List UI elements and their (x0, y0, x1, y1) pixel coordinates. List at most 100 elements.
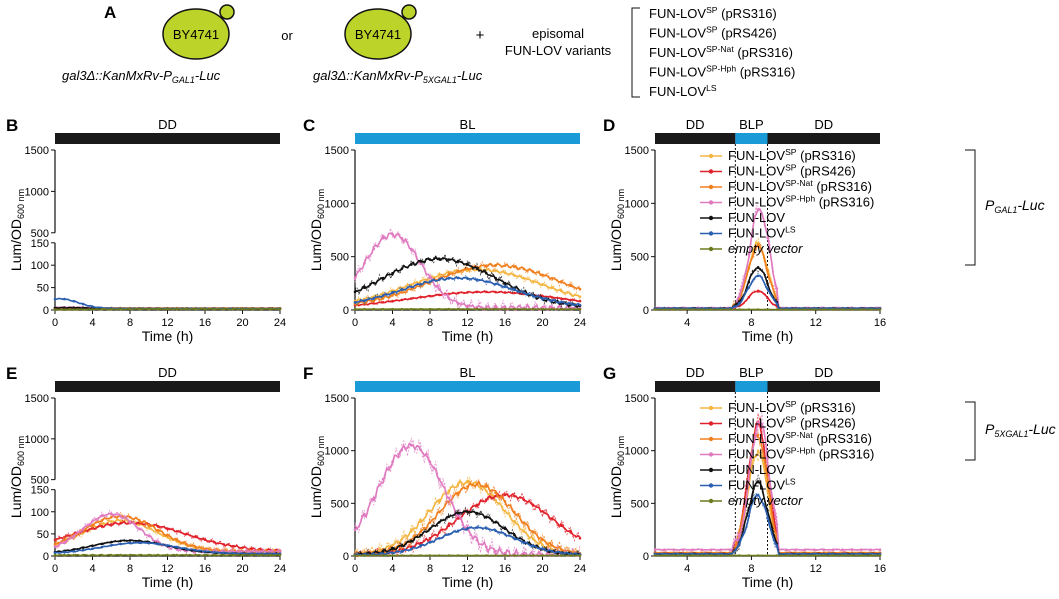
data-point (513, 534, 516, 537)
data-point (73, 308, 76, 311)
data-point (448, 308, 451, 311)
data-point (504, 552, 507, 555)
data-point (879, 308, 882, 311)
y-tick-label: 1000 (625, 446, 649, 458)
x-tick-label: 20 (536, 317, 548, 329)
data-point (532, 308, 535, 311)
panel-a-label: A (104, 3, 116, 22)
data-point (429, 528, 432, 531)
data-point (485, 527, 488, 530)
y-tick-label: 500 (31, 475, 49, 487)
data-point (710, 308, 713, 311)
data-point (391, 552, 394, 555)
data-point (429, 510, 432, 513)
data-point (494, 283, 497, 286)
data-point (373, 554, 376, 557)
y-tick-label: 1500 (625, 393, 649, 405)
x-tick-label: 16 (199, 317, 211, 329)
data-point (391, 294, 394, 297)
data-point (354, 554, 357, 557)
connector-plus: + (476, 27, 485, 44)
legend-marker (709, 483, 713, 487)
variant-item: FUN-LOVSP (pRS426) (649, 25, 777, 41)
data-point (401, 308, 404, 311)
data-point (410, 308, 413, 311)
x-tick-label: 16 (874, 563, 886, 575)
data-point (110, 520, 113, 523)
legend-marker (709, 216, 713, 220)
x-tick-label: 16 (199, 563, 211, 575)
data-point (485, 308, 488, 311)
data-point (54, 539, 57, 542)
bracket (965, 150, 975, 265)
data-point (129, 554, 132, 557)
data-point (476, 512, 479, 515)
legend-g: FUN-LOVSP (pRS316)FUN-LOVSP (pRS426)FUN-… (700, 399, 874, 508)
y-tick-label: 1500 (325, 393, 349, 405)
data-point (457, 514, 460, 517)
data-point (419, 283, 422, 286)
data-point (185, 533, 188, 536)
data-point (54, 298, 57, 301)
data-point (476, 483, 479, 486)
data-point (138, 308, 141, 311)
data-point (757, 275, 760, 278)
data-point (438, 521, 441, 524)
data-point (494, 554, 497, 557)
data-point (485, 485, 488, 488)
data-point (63, 308, 66, 311)
panel-label: E (6, 364, 17, 383)
data-point (673, 548, 676, 551)
variant-list: FUN-LOVSP (pRS316)FUN-LOVSP (pRS426)FUN-… (649, 5, 795, 99)
x-axis-label: Time (h) (742, 328, 794, 344)
data-point (232, 545, 235, 548)
data-point (766, 282, 769, 285)
data-point (466, 263, 469, 266)
data-point (569, 531, 572, 534)
data-point (466, 268, 469, 271)
data-point (185, 543, 188, 546)
data-point (213, 541, 216, 544)
data-point (373, 297, 376, 300)
data-point (869, 308, 872, 311)
data-point (504, 282, 507, 285)
data-point (466, 485, 469, 488)
data-point (269, 554, 272, 557)
y-tick-label: 1000 (325, 198, 349, 210)
data-point (523, 554, 526, 557)
data-point (148, 542, 151, 545)
y-tick-label: 1500 (25, 393, 49, 405)
data-point (101, 543, 104, 546)
condition-bar-segment (655, 133, 735, 144)
y-tick-label: 0 (43, 551, 49, 563)
legend-marker (709, 169, 713, 173)
yeast-bud (220, 5, 234, 19)
data-point (551, 277, 554, 280)
condition-label: DD (814, 365, 833, 380)
data-point (513, 520, 516, 523)
data-point (438, 511, 441, 514)
data-point (523, 308, 526, 311)
data-point (466, 291, 469, 294)
data-point (82, 554, 85, 557)
data-point (476, 504, 479, 507)
data-point (419, 520, 422, 523)
data-point (485, 546, 488, 549)
data-point (401, 554, 404, 557)
data-point (419, 545, 422, 548)
promoter-label-5xgal1: P5XGAL1-Luc (985, 421, 1056, 439)
data-point (748, 286, 751, 289)
data-point (401, 449, 404, 452)
data-point (410, 286, 413, 289)
data-point (410, 554, 413, 557)
data-point (382, 301, 385, 304)
data-point (466, 277, 469, 280)
y-tick-label: 0 (343, 551, 349, 563)
data-point (719, 308, 722, 311)
data-point (476, 267, 479, 270)
legend-entry: empty vector (728, 493, 803, 508)
legend-marker (709, 452, 713, 456)
data-point (466, 527, 469, 530)
data-point (391, 291, 394, 294)
data-point (851, 548, 854, 551)
